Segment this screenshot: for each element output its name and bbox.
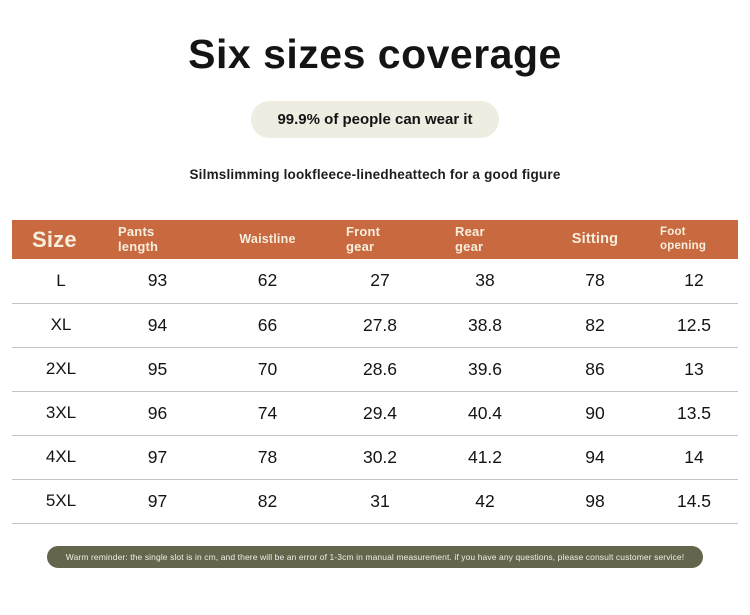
size-label-cell: XL [12,303,110,348]
measurement-cell: 42 [430,479,540,524]
measurement-cell: 38.8 [430,303,540,348]
size-label-cell: L [12,259,110,304]
measurement-cell: 70 [205,347,330,392]
column-header-waistline: Waistline [205,220,330,260]
measurement-cell: 95 [110,347,205,392]
measurement-cell: 78 [205,435,330,480]
measurement-cell: 30.2 [330,435,430,480]
header-row: Size Pants length Waistline Front gear R… [12,220,738,260]
measurement-cell: 31 [330,479,430,524]
measurement-cell: 13 [650,347,738,392]
size-label-cell: 4XL [12,435,110,480]
column-header-sitting: Sitting [540,220,650,260]
badge-row: 99.9% of people can wear it [0,101,750,139]
measurement-cell: 98 [540,479,650,524]
size-label-cell: 2XL [12,347,110,392]
measurement-cell: 90 [540,391,650,436]
coverage-badge: 99.9% of people can wear it [251,101,499,139]
measurement-cell: 94 [540,435,650,480]
size-table-body: L 93 62 27 38 78 12 XL 94 66 27.8 38.8 82 12.5 2XL 95 70… [12,259,738,524]
page-title: Six sizes coverage [188,31,562,77]
column-header-pants-length: Pants length [110,220,205,260]
measurement-cell: 27 [330,259,430,304]
table-row: 5XL 97 82 31 42 98 14.5 [12,479,738,524]
reminder-row: Warm reminder: the single slot is in cm,… [0,545,750,568]
measurement-cell: 62 [205,259,330,304]
measurement-cell: 14.5 [650,479,738,524]
measurement-cell: 12 [650,259,738,304]
measurement-cell: 13.5 [650,391,738,436]
measurement-cell: 40.4 [430,391,540,436]
page-subtitle: Silmslimming lookfleece-linedheattech fo… [189,167,561,183]
measurement-cell: 12.5 [650,303,738,348]
table-row: 2XL 95 70 28.6 39.6 86 13 [12,347,738,392]
warm-reminder-bar: Warm reminder: the single slot is in cm,… [46,545,704,568]
table-row: 3XL 96 74 29.4 40.4 90 13.5 [12,391,738,436]
measurement-cell: 66 [205,303,330,348]
size-label-cell: 3XL [12,391,110,436]
measurement-cell: 29.4 [330,391,430,436]
measurement-cell: 78 [540,259,650,304]
measurement-cell: 82 [205,479,330,524]
measurement-cell: 28.6 [330,347,430,392]
table-row: XL 94 66 27.8 38.8 82 12.5 [12,303,738,348]
measurement-cell: 94 [110,303,205,348]
column-header-size: Size [12,220,110,260]
measurement-cell: 97 [110,479,205,524]
measurement-cell: 86 [540,347,650,392]
measurement-cell: 14 [650,435,738,480]
column-header-rear-gear: Rear gear [430,220,540,260]
measurement-cell: 39.6 [430,347,540,392]
measurement-cell: 38 [430,259,540,304]
measurement-cell: 93 [110,259,205,304]
measurement-cell: 74 [205,391,330,436]
size-label-cell: 5XL [12,479,110,524]
measurement-cell: 96 [110,391,205,436]
column-header-front-gear: Front gear [330,220,430,260]
column-header-foot-opening: Foot opening [650,220,738,260]
measurement-cell: 82 [540,303,650,348]
size-table: Size Pants length Waistline Front gear R… [12,220,738,524]
measurement-cell: 41.2 [430,435,540,480]
table-row: L 93 62 27 38 78 12 [12,259,738,304]
measurement-cell: 97 [110,435,205,480]
size-table-header: Size Pants length Waistline Front gear R… [12,220,738,260]
measurement-cell: 27.8 [330,303,430,348]
table-row: 4XL 97 78 30.2 41.2 94 14 [12,435,738,480]
